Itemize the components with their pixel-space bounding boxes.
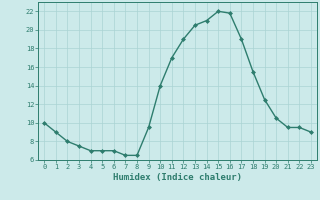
X-axis label: Humidex (Indice chaleur): Humidex (Indice chaleur)	[113, 173, 242, 182]
